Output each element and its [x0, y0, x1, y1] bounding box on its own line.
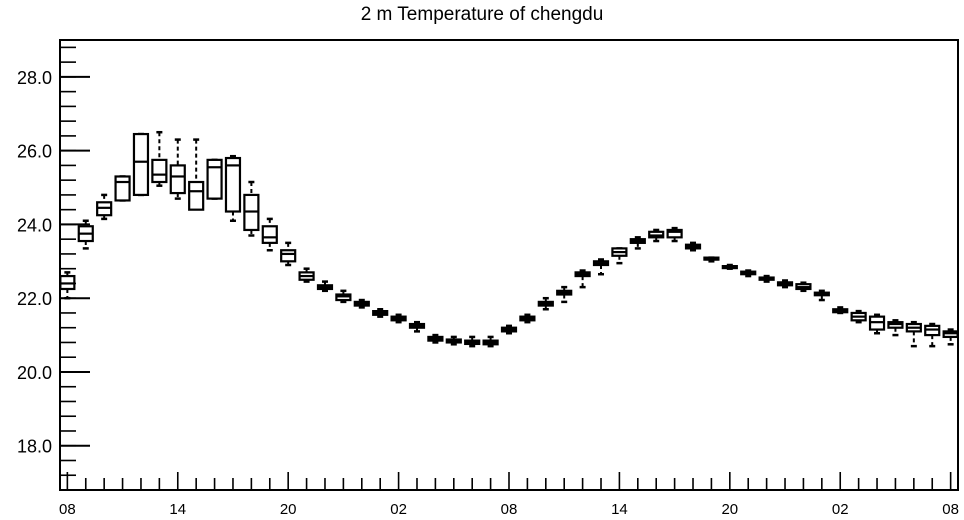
y-tick-label: 22.0: [17, 289, 52, 309]
box-item: [868, 313, 886, 335]
x-tick-label: 08: [942, 501, 959, 518]
box-item: [427, 333, 444, 344]
plot-frame: [59, 39, 959, 491]
box-item: [77, 219, 94, 250]
box-iqr: [280, 249, 297, 263]
chart-title: 2 m Temperature of chengdu: [360, 4, 604, 25]
box-item: [537, 296, 554, 311]
x-tick-label: 14: [611, 501, 628, 518]
box-item: [390, 313, 407, 324]
box-item: [684, 241, 702, 252]
x-tick-label: 02: [390, 501, 407, 518]
box-item: [482, 335, 499, 348]
minor-ticks: [60, 46, 952, 490]
box-item: [887, 319, 904, 337]
x-tick-label: 02: [832, 501, 849, 518]
box-iqr: [261, 225, 278, 244]
box-item: [206, 158, 223, 200]
box-item: [372, 308, 389, 318]
x-tick-label: 08: [59, 501, 76, 518]
box-item: [96, 193, 113, 221]
box-item: [408, 320, 426, 333]
box-item: [592, 258, 610, 276]
box-item: [556, 285, 573, 304]
box-item: [611, 247, 628, 265]
box-item: [740, 269, 757, 278]
y-tick-label: 18.0: [17, 437, 52, 457]
box-item: [813, 289, 830, 302]
x-axis: 08 14 20 02 08 14 20 02 08: [59, 501, 959, 518]
box-iqr: [151, 158, 168, 184]
box-iqr: [206, 158, 223, 200]
x-tick-label: 20: [721, 501, 738, 518]
y-axis: 18.0 20.0 22.0 24.0 26.0 28.0: [17, 68, 90, 457]
box-item: [353, 298, 370, 309]
box-item: [776, 279, 794, 289]
box-item: [703, 256, 720, 263]
box-iqr: [224, 156, 242, 213]
box-item: [316, 280, 334, 293]
box-item: [335, 289, 352, 304]
box-iqr: [666, 228, 683, 239]
box-iqr: [188, 180, 205, 211]
box-item: [758, 274, 775, 283]
y-tick-label: 26.0: [17, 142, 52, 162]
box-item: [445, 335, 462, 346]
y-tick-label: 28.0: [17, 68, 52, 88]
box-item: [114, 175, 131, 202]
box-item: [500, 324, 518, 335]
y-tick-label: 24.0: [17, 215, 52, 235]
box-iqr: [169, 164, 186, 195]
box-item: [188, 138, 205, 211]
box-item: [574, 269, 591, 289]
box-item: [464, 335, 481, 348]
box-item: [832, 306, 849, 315]
box-item: [224, 154, 242, 222]
box-item: [629, 236, 646, 250]
box-item: [721, 263, 738, 270]
y-tick-label: 20.0: [17, 363, 52, 383]
box-item: [666, 226, 683, 243]
box-item: [169, 138, 186, 200]
box-item: [519, 313, 536, 324]
box-item: [280, 241, 297, 267]
box-item: [132, 132, 150, 197]
box-item: [298, 267, 315, 283]
box-item: [151, 130, 168, 187]
box-item: [850, 309, 867, 324]
box-iqr: [114, 175, 131, 202]
x-tick-label: 14: [169, 501, 186, 518]
box-item: [648, 228, 665, 243]
box-item: [59, 271, 76, 300]
box-item: [795, 281, 812, 293]
box-item: [942, 328, 959, 346]
box-item: [243, 180, 260, 237]
box-item: [924, 322, 941, 348]
x-tick-label: 08: [501, 501, 518, 518]
x-tick-label: 20: [280, 501, 297, 518]
box-iqr: [132, 132, 150, 197]
boxes: [59, 130, 959, 348]
box-item: [905, 320, 922, 348]
box-item: [261, 217, 278, 252]
